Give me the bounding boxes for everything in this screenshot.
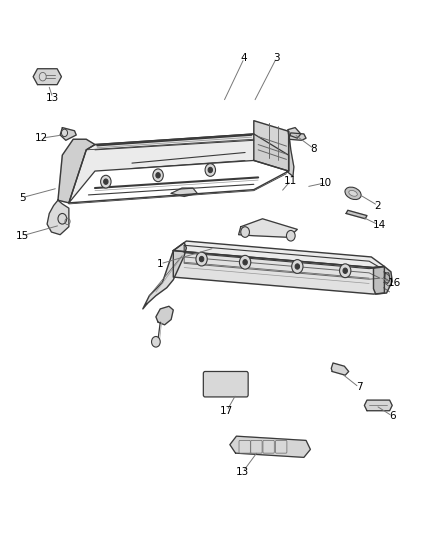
FancyBboxPatch shape [203,372,248,397]
Polygon shape [346,211,367,219]
Circle shape [196,252,207,266]
Polygon shape [239,219,297,237]
Polygon shape [173,241,385,268]
Circle shape [61,129,67,136]
Circle shape [295,264,300,269]
Polygon shape [47,200,69,235]
Circle shape [39,72,46,81]
Polygon shape [374,266,392,294]
Circle shape [343,268,347,273]
Text: 15: 15 [16,231,29,241]
Polygon shape [33,69,61,85]
Text: 6: 6 [389,411,396,421]
Polygon shape [60,127,76,140]
Polygon shape [289,133,306,140]
Text: 5: 5 [19,192,25,203]
Text: 7: 7 [356,382,363,392]
Polygon shape [230,436,311,457]
FancyBboxPatch shape [263,440,274,453]
FancyBboxPatch shape [251,440,262,453]
Circle shape [240,255,251,269]
Polygon shape [331,363,349,375]
Text: 12: 12 [35,133,48,143]
Polygon shape [364,400,392,411]
Polygon shape [156,306,173,325]
Polygon shape [143,243,186,309]
Text: 3: 3 [273,53,280,63]
Text: 10: 10 [319,177,332,188]
Circle shape [241,227,250,237]
FancyBboxPatch shape [239,440,251,453]
Polygon shape [286,131,294,176]
Text: 14: 14 [373,220,386,230]
FancyBboxPatch shape [276,440,287,453]
Circle shape [208,167,212,173]
Circle shape [101,175,111,188]
Circle shape [104,179,108,184]
Polygon shape [58,139,95,203]
Ellipse shape [349,190,357,196]
Circle shape [292,260,303,273]
Circle shape [152,336,160,347]
Polygon shape [173,251,385,294]
Polygon shape [254,120,289,171]
Polygon shape [171,188,197,197]
Circle shape [286,230,295,241]
Text: 8: 8 [311,144,317,154]
Text: 1: 1 [157,259,163,269]
Circle shape [339,264,351,278]
Circle shape [205,164,215,176]
Circle shape [243,260,247,265]
Text: 17: 17 [220,406,233,416]
Polygon shape [288,127,301,138]
Text: 13: 13 [237,467,250,477]
Text: 13: 13 [46,93,60,103]
Ellipse shape [345,187,361,199]
Circle shape [156,173,160,178]
Text: 11: 11 [284,175,297,185]
Polygon shape [69,134,289,203]
Text: 2: 2 [374,200,381,211]
Circle shape [58,214,67,224]
Circle shape [153,169,163,182]
Polygon shape [385,273,390,284]
Circle shape [199,256,204,262]
Text: 4: 4 [241,53,247,63]
Text: 16: 16 [387,278,401,288]
